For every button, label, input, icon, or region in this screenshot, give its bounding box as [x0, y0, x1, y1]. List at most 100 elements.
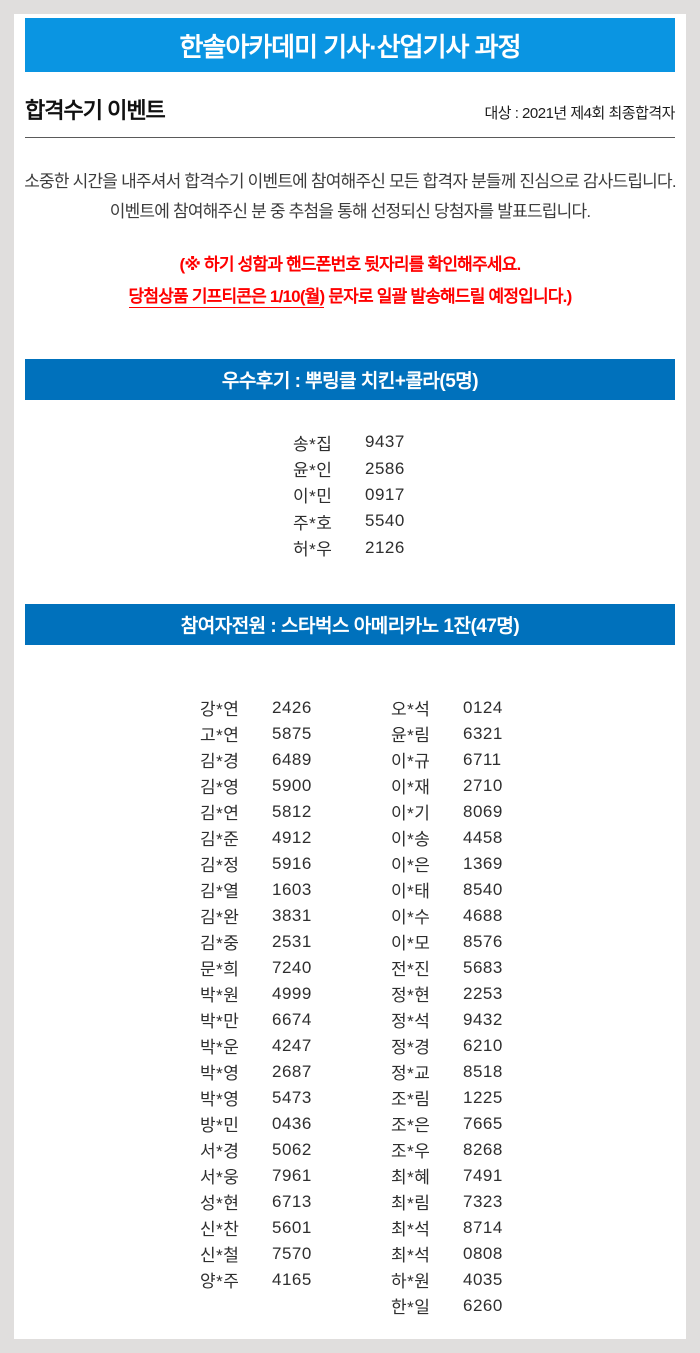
notice-text: (※ 하기 성함과 핸드폰번호 뒷자리를 확인해주세요. 당첨상품 기프티콘은 …: [14, 249, 686, 313]
winner-phone-digits: 7665: [463, 1113, 503, 1133]
winner-phone-digits: 8714: [463, 1217, 503, 1237]
intro-line-2: 이벤트에 참여해주신 분 중 추첨을 통해 선정되신 당첨자를 발표드립니다.: [109, 202, 591, 221]
winner-phone-digits: 4999: [272, 983, 312, 1003]
winner-name: 한*일: [391, 1298, 431, 1318]
winner-row: 박*운 4247: [200, 1033, 340, 1059]
participants-column-right: 오*석 0124 윤*림 6321 이*규 6711 이*재 2710: [391, 695, 531, 1319]
winner-phone-digits: 4912: [272, 827, 312, 847]
winner-name: 정*석: [391, 1012, 431, 1032]
winner-phone-digits: 4165: [272, 1269, 312, 1289]
winner-row: 박*만 6674: [200, 1007, 340, 1033]
winner-phone-digits: 2531: [272, 931, 312, 951]
winner-row: 이*재 2710: [391, 773, 531, 799]
winner-name: 서*경: [200, 1142, 240, 1162]
winner-row: 방*민 0436: [200, 1111, 340, 1137]
winner-phone-digits: 9437: [365, 432, 405, 452]
winner-row: 이*기 8069: [391, 799, 531, 825]
section-banner-excellent-review: 우수후기 : 뿌링클 치킨+콜라(5명): [25, 359, 675, 400]
winner-phone-digits: 6321: [463, 723, 503, 743]
winner-name: 김*연: [200, 804, 240, 824]
winner-row: 조*림 1225: [391, 1085, 531, 1111]
winner-row: 하*원 4035: [391, 1267, 531, 1293]
winner-name: 이*태: [391, 882, 431, 902]
winner-name: 박*원: [200, 986, 240, 1006]
winner-phone-digits: 6674: [272, 1009, 312, 1029]
winner-name: 최*림: [391, 1194, 431, 1214]
winner-phone-digits: 8518: [463, 1061, 503, 1081]
winner-name: 허*우: [293, 540, 333, 560]
winner-phone-digits: 0124: [463, 697, 503, 717]
winner-row: 허*우 2126: [14, 535, 686, 561]
winner-row: 정*석 9432: [391, 1007, 531, 1033]
winner-row: 윤*인 2586: [14, 455, 686, 481]
winner-row: 윤*림 6321: [391, 721, 531, 747]
winner-row: 한*일 6260: [391, 1293, 531, 1319]
course-banner-text: 한솔아카데미 기사·산업기사 과정: [179, 31, 522, 62]
winner-name: 성*현: [200, 1194, 240, 1214]
winner-phone-digits: 2253: [463, 983, 503, 1003]
winner-row: 최*혜 7491: [391, 1163, 531, 1189]
winner-name: 조*은: [391, 1116, 431, 1136]
winner-row: 이*규 6711: [391, 747, 531, 773]
winner-name: 이*은: [391, 856, 431, 876]
winner-name: 오*석: [391, 700, 431, 720]
winner-row: 김*정 5916: [200, 851, 340, 877]
winner-name: 김*열: [200, 882, 240, 902]
winner-phone-digits: 6711: [463, 749, 502, 769]
winner-name: 서*웅: [200, 1168, 240, 1188]
winner-row: 성*현 6713: [200, 1189, 340, 1215]
winner-phone-digits: 0808: [463, 1243, 503, 1263]
winner-phone-digits: 8069: [463, 801, 503, 821]
winner-row: 박*원 4999: [200, 981, 340, 1007]
winner-phone-digits: 6210: [463, 1035, 503, 1055]
winner-name: 조*우: [391, 1142, 431, 1162]
winner-phone-digits: 7491: [463, 1165, 503, 1185]
winner-row: 전*진 5683: [391, 955, 531, 981]
target-label: 대상 : 2021년 제4회 최종합격자: [484, 105, 675, 122]
winner-phone-digits: 5812: [272, 801, 312, 821]
winner-phone-digits: 2687: [272, 1061, 312, 1081]
winner-row: 서*웅 7961: [200, 1163, 340, 1189]
winner-row: 고*연 5875: [200, 721, 340, 747]
notice-line-1: (※ 하기 성함과 핸드폰번호 뒷자리를 확인해주세요.: [179, 255, 522, 274]
winner-phone-digits: 2586: [365, 458, 405, 478]
section-heading-all: 참여자전원 : 스타벅스 아메리카노 1잔(47명): [180, 615, 520, 637]
winner-phone-digits: 2126: [365, 537, 405, 557]
winner-name: 양*주: [200, 1272, 240, 1292]
winner-name: 이*송: [391, 830, 431, 850]
winner-name: 김*경: [200, 752, 240, 772]
winner-row: 이*송 4458: [391, 825, 531, 851]
winner-name: 박*만: [200, 1012, 240, 1032]
participants-column-left: 강*연 2426 고*연 5875 김*경 6489 김*영 5900: [200, 695, 340, 1293]
winner-name: 이*규: [391, 752, 431, 772]
winner-phone-digits: 7240: [272, 957, 312, 977]
winner-row: 정*교 8518: [391, 1059, 531, 1085]
intro-text: 소중한 시간을 내주셔서 합격수기 이벤트에 참여해주신 모든 합격자 분들께 …: [14, 167, 686, 227]
winner-phone-digits: 7570: [272, 1243, 312, 1263]
winner-name: 하*원: [391, 1272, 431, 1292]
winner-name: 방*민: [200, 1116, 240, 1136]
winner-row: 김*완 3831: [200, 903, 340, 929]
winner-phone-digits: 7323: [463, 1191, 503, 1211]
winner-phone-digits: 2710: [463, 775, 503, 795]
winner-row: 김*경 6489: [200, 747, 340, 773]
winner-row: 박*영 5473: [200, 1085, 340, 1111]
winner-phone-digits: 4035: [463, 1269, 503, 1289]
winner-name: 주*호: [293, 513, 333, 533]
winner-phone-digits: 1369: [463, 853, 503, 873]
winner-name: 박*영: [200, 1064, 240, 1084]
winner-name: 이*민: [293, 487, 333, 507]
winner-name: 신*철: [200, 1246, 240, 1266]
winner-phone-digits: 4688: [463, 905, 503, 925]
winner-row: 정*경 6210: [391, 1033, 531, 1059]
winner-name: 최*혜: [391, 1168, 431, 1188]
winner-phone-digits: 6489: [272, 749, 312, 769]
winner-name: 송*집: [293, 434, 333, 454]
winner-name: 이*모: [391, 934, 431, 954]
winner-name: 강*연: [200, 700, 240, 720]
winner-name: 전*진: [391, 960, 431, 980]
winner-row: 김*준 4912: [200, 825, 340, 851]
winner-row: 이*민 0917: [14, 482, 686, 508]
winner-phone-digits: 8576: [463, 931, 503, 951]
winner-row: 이*모 8576: [391, 929, 531, 955]
